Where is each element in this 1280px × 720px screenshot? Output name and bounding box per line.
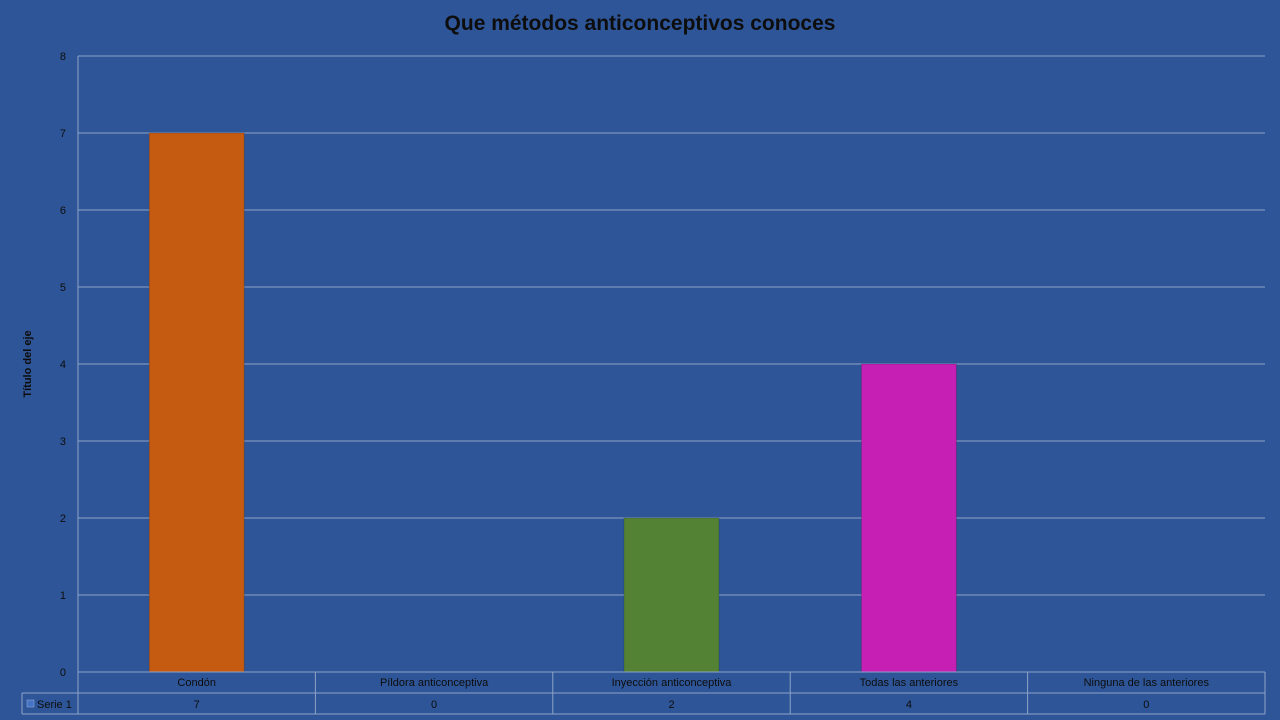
bar — [860, 363, 957, 673]
data-value-label: 2 — [668, 699, 674, 711]
y-tick-label: 5 — [60, 282, 66, 294]
chart-title: Que métodos anticonceptivos conoces — [444, 12, 836, 35]
data-table: Condón 7 Píldora anticonceptiva 0 Inyección … — [21, 671, 1266, 715]
y-tick-label: 2 — [60, 513, 66, 525]
category-label: Píldora anticonceptiva — [380, 677, 489, 689]
y-tick-label: 3 — [60, 436, 66, 448]
category-label: Todas las anteriores — [860, 677, 959, 689]
bar — [148, 132, 245, 673]
y-tick-label: 1 — [60, 590, 66, 602]
y-tick-label: 4 — [60, 359, 66, 371]
data-value-label: 0 — [431, 699, 437, 711]
y-tick-label: 6 — [60, 205, 66, 217]
category-label: Condón — [177, 677, 216, 689]
category-label: Ninguna de las anteriores — [1084, 677, 1210, 689]
legend-series-name: Serie 1 — [37, 699, 72, 711]
data-value-label: 4 — [906, 699, 912, 711]
bars — [148, 132, 957, 673]
data-value-label: 7 — [194, 699, 200, 711]
category-label: Inyección anticonceptiva — [612, 677, 733, 689]
y-tick-label: 8 — [60, 51, 66, 63]
y-tick-label: 0 — [60, 667, 66, 679]
legend-key — [26, 699, 35, 708]
y-axis-ticks: 0 1 2 3 4 5 6 7 8 — [60, 51, 66, 679]
bar — [623, 517, 720, 673]
y-tick-label: 7 — [60, 128, 66, 140]
data-value-label: 0 — [1143, 699, 1149, 711]
